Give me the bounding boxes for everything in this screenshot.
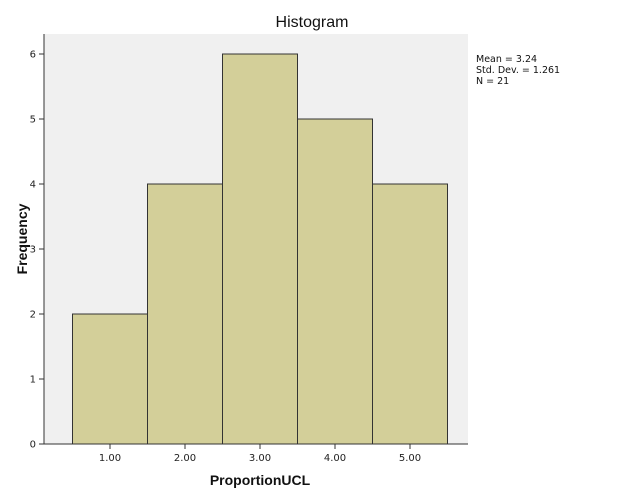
x-tick-label: 1.00 xyxy=(99,453,121,464)
histogram-bar-3 xyxy=(222,53,298,445)
x-tick-label: 4.00 xyxy=(324,453,346,464)
histogram-bar-5 xyxy=(372,183,448,445)
x-tick-label: 3.00 xyxy=(249,453,271,464)
axes-group: 1.00 2.00 3.00 4.00 5.00 0 1 2 3 4 5 6 xyxy=(30,34,468,464)
y-axis-label: Frequency xyxy=(14,203,30,274)
histogram-bar-1 xyxy=(72,313,148,445)
statistics-legend: Mean = 3.24 Std. Dev. = 1.261 N = 21 xyxy=(476,54,560,87)
y-tick-label: 4 xyxy=(30,180,36,191)
histogram-bar-2 xyxy=(147,183,223,445)
x-tick-label: 2.00 xyxy=(174,453,196,464)
y-tick-label: 2 xyxy=(30,310,36,321)
histogram-bar-4 xyxy=(297,118,373,445)
n-stat: N = 21 xyxy=(476,76,510,87)
bars-group xyxy=(72,53,448,445)
chart-title: Histogram xyxy=(276,14,349,31)
y-tick-label: 3 xyxy=(30,245,36,256)
y-tick-label: 6 xyxy=(30,50,36,61)
y-tick-label: 1 xyxy=(30,375,36,386)
std-dev-stat: Std. Dev. = 1.261 xyxy=(476,65,561,76)
y-tick-label: 0 xyxy=(30,440,36,451)
x-axis-label: ProportionUCL xyxy=(210,472,311,488)
mean-stat: Mean = 3.24 xyxy=(476,54,538,65)
y-tick-label: 5 xyxy=(30,115,36,126)
x-tick-label: 5.00 xyxy=(399,453,421,464)
